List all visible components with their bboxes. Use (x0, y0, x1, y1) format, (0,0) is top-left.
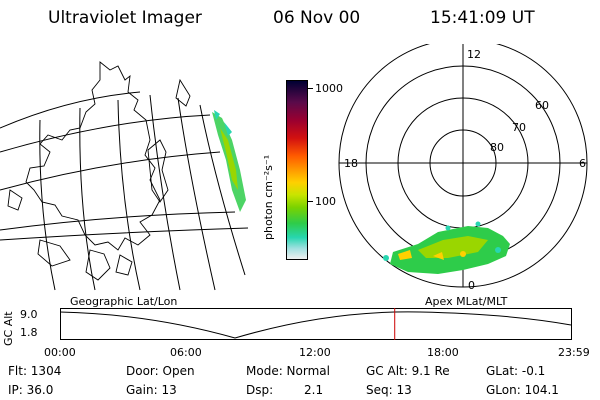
mode-value: Mode: Normal (246, 364, 330, 378)
colorbar-tick-100 (308, 201, 313, 202)
time-label: 15:41:09 UT (430, 8, 535, 28)
x-tick-1800: 18:00 (427, 346, 459, 359)
mlt-label-18: 18 (344, 157, 358, 170)
x-tick-2359: 23:59 (558, 346, 590, 359)
geo-latitude: GLat: -0.1 (486, 364, 546, 378)
geo-longitude: GLon: 104.1 (486, 383, 559, 397)
date-label: 06 Nov 00 (273, 8, 361, 28)
ip-value: IP: 36.0 (8, 383, 54, 397)
alt-tick-1-8: 1.8 (20, 326, 38, 339)
mlt-label-6: 6 (579, 157, 586, 170)
colorbar-tick-1000 (308, 88, 313, 89)
colorbar-label-100: 100 (315, 195, 336, 208)
geographic-label: Geographic Lat/Lon (70, 295, 178, 308)
door-status: Door: Open (126, 364, 195, 378)
x-tick-1200: 12:00 (299, 346, 331, 359)
alt-tick-9: 9.0 (20, 308, 38, 321)
apex-label: Apex MLat/MLT (425, 295, 508, 308)
geographic-image (0, 61, 249, 291)
mlt-label-0: 0 (468, 279, 475, 292)
gc-altitude: GC Alt: 9.1 Re (366, 364, 450, 378)
colorbar (286, 80, 308, 260)
sequence-number: Seq: 13 (366, 383, 412, 397)
instrument-title: Ultraviolet Imager (48, 8, 202, 28)
x-tick-0600: 06:00 (170, 346, 202, 359)
x-tick-0000: 00:00 (44, 346, 76, 359)
mlat-label-70: 70 (512, 121, 526, 134)
mlt-label-12: 12 (467, 48, 481, 61)
flight-number: Flt: 1304 (8, 364, 62, 378)
gain-value: Gain: 13 (126, 383, 177, 397)
colorbar-unit-label: photon cm⁻²s⁻¹ (262, 154, 275, 240)
dsp-value: 2.1 (304, 383, 324, 397)
mlat-label-60: 60 (535, 99, 549, 112)
altitude-plot (60, 308, 572, 340)
polar-plot (338, 44, 588, 288)
colorbar-label-1000: 1000 (315, 82, 343, 95)
alt-axis-label: GC Alt (2, 311, 15, 346)
mlat-label-80: 80 (490, 141, 504, 154)
dsp-label: Dsp: (246, 383, 274, 397)
